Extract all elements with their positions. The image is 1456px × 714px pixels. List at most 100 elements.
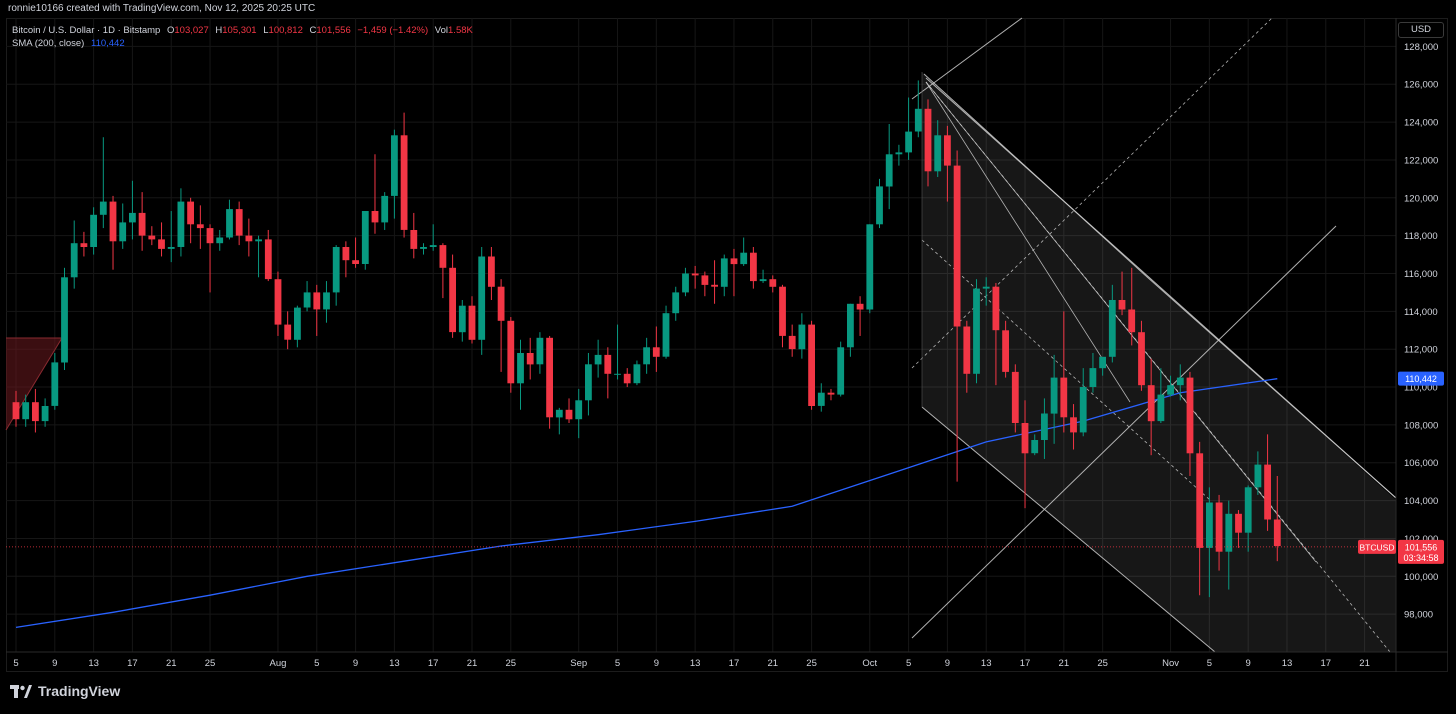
candle-body <box>70 243 78 278</box>
candle <box>342 241 350 278</box>
candle <box>1031 434 1039 456</box>
candle-body <box>342 247 350 261</box>
legend-row-sma: SMA (200, close) 110,442 <box>12 37 473 50</box>
candle-body <box>866 224 874 310</box>
price-tick-label: 116,000 <box>1404 269 1438 280</box>
time-tick-label: 5 <box>1207 658 1212 669</box>
symbol-title[interactable]: Bitcoin / U.S. Dollar · 1D · Bitstamp <box>12 25 161 36</box>
candle <box>61 267 68 371</box>
candle-body <box>294 307 301 340</box>
candle <box>546 335 553 429</box>
time-axis[interactable]: 5 9 13 17 21 25 Aug 5 9 13 17 21 25 Sep 5 9 13 17 21 25 Oct 5… <box>6 651 1448 669</box>
sma-value: 110,442 <box>90 38 125 49</box>
candle <box>798 313 806 359</box>
candle <box>1070 404 1077 450</box>
price-tick-label: 106,000 <box>1404 458 1438 469</box>
candle-body <box>22 402 30 420</box>
currency-button[interactable]: USD <box>1398 22 1444 38</box>
candle-body <box>594 354 602 365</box>
candle <box>808 320 815 410</box>
drawing-tools[interactable] <box>5 17 1397 653</box>
candle <box>847 303 854 357</box>
candle-body <box>885 154 893 187</box>
candle-body <box>264 239 272 280</box>
sma-price-tag <box>1398 371 1444 386</box>
price-tick-label: 120,000 <box>1404 193 1438 204</box>
time-tick-label: 21 <box>1359 658 1370 669</box>
candle <box>303 281 311 312</box>
candle <box>788 324 796 357</box>
candle <box>129 180 136 240</box>
candle <box>90 207 97 255</box>
candle <box>1167 375 1174 397</box>
candle-body <box>827 392 835 395</box>
candle-body <box>546 337 553 418</box>
candle-body <box>720 258 728 287</box>
price-tick-label: 112,000 <box>1404 345 1438 356</box>
candle <box>720 254 728 297</box>
time-tick-label: 21 <box>467 658 478 669</box>
candle <box>177 188 185 257</box>
candle <box>235 201 243 246</box>
candle <box>662 305 670 359</box>
candle-body <box>1099 356 1106 369</box>
candle-body <box>255 239 262 242</box>
candle <box>1244 485 1252 552</box>
candle <box>371 154 379 234</box>
candle-body <box>944 135 951 166</box>
candle <box>1011 364 1019 433</box>
candle-body <box>429 245 437 247</box>
candle-body <box>555 409 563 418</box>
candle-body <box>1031 440 1039 454</box>
candle-body <box>352 260 359 264</box>
candles <box>12 80 1281 598</box>
candle <box>158 222 165 257</box>
fan-line-3 <box>925 81 1131 403</box>
candle <box>536 332 544 374</box>
candle-body <box>973 288 980 374</box>
candle-body <box>99 201 107 215</box>
candle <box>420 243 427 255</box>
candle <box>944 125 951 202</box>
candle-body <box>400 135 408 230</box>
chart-pane[interactable] <box>6 18 1448 672</box>
candle-body <box>750 252 757 282</box>
candle <box>41 398 49 427</box>
high-key: H <box>215 25 223 36</box>
candle-body <box>1002 330 1009 372</box>
candle-body <box>391 135 398 196</box>
price-tick-label: 126,000 <box>1404 80 1438 91</box>
close-key: C <box>309 25 317 36</box>
price-tick-label: 114,000 <box>1404 307 1438 318</box>
candle-body <box>332 247 340 293</box>
time-tick-label: 25 <box>205 658 216 669</box>
candle <box>1021 400 1029 509</box>
candle-body <box>80 243 88 247</box>
candle <box>672 286 680 321</box>
candle-body <box>439 245 447 268</box>
time-tick-label: 5 <box>314 658 319 669</box>
candle <box>565 398 573 424</box>
gann-line-c <box>911 225 1337 639</box>
symbol-tag-text: BTCUSD <box>1360 542 1395 552</box>
gann-line-a <box>911 17 1023 100</box>
candle-body <box>847 303 854 348</box>
candle-body <box>1050 377 1058 414</box>
candle-body <box>614 373 621 375</box>
candle <box>623 368 631 388</box>
candle-body <box>1157 394 1165 422</box>
price-axis[interactable]: 98,000 100,000 102,000 104,000 106,000 108,00… <box>1395 18 1438 672</box>
candle-body <box>1128 309 1136 333</box>
candle-body <box>963 326 971 374</box>
candle-body <box>740 252 748 265</box>
sma-label[interactable]: SMA (200, close) <box>12 38 85 49</box>
candle <box>963 320 971 393</box>
time-tick-label: Aug <box>270 658 287 669</box>
candle-body <box>1011 371 1019 423</box>
candle-body <box>575 400 583 420</box>
candle <box>109 195 117 270</box>
candle-body <box>1176 377 1184 386</box>
candle <box>876 178 883 229</box>
candle <box>332 245 340 306</box>
